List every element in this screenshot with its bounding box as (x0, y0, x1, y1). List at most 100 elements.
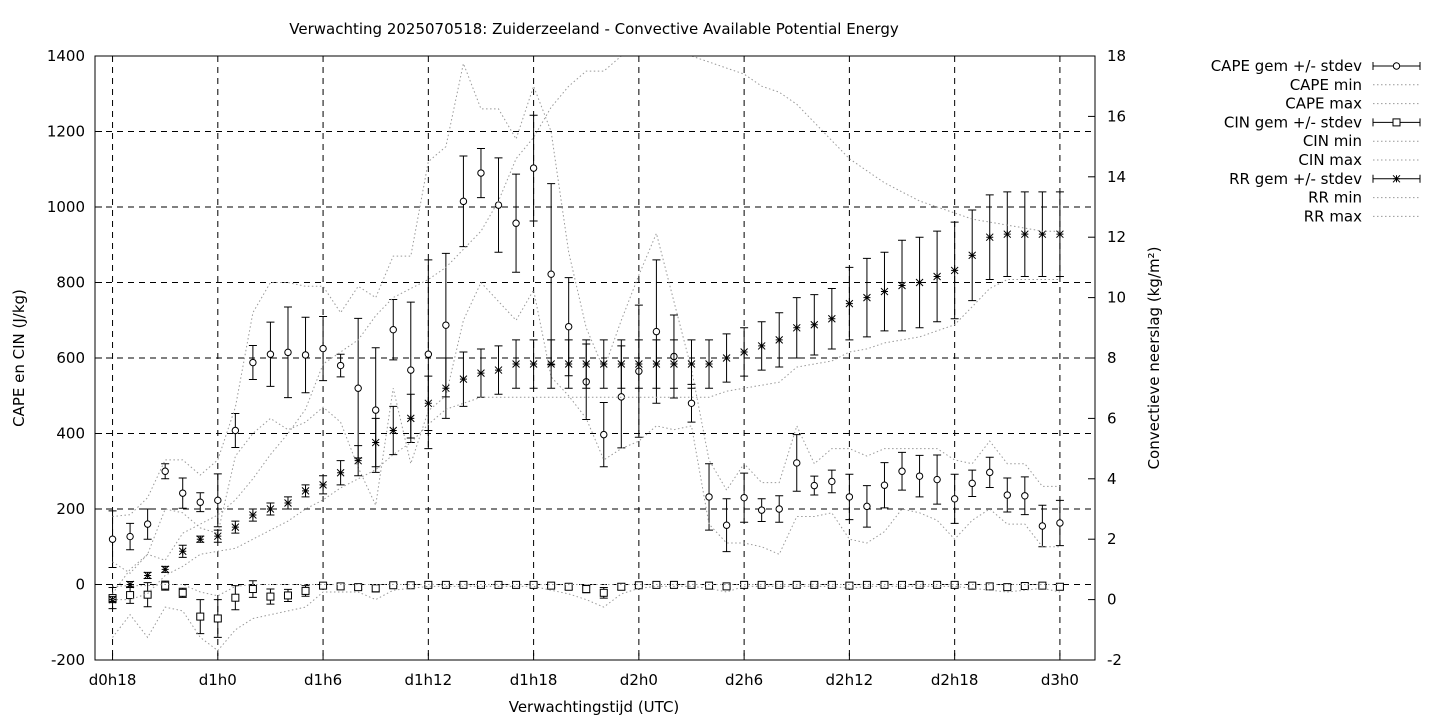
series-8 (112, 55, 1060, 594)
circle-marker (1056, 519, 1064, 527)
circle-marker (108, 535, 117, 543)
star-marker (371, 438, 380, 447)
star-marker (792, 323, 801, 332)
star-marker (477, 369, 485, 377)
chart-title: Verwachting 2025070518: Zuiderzeeland - … (289, 20, 899, 38)
circle-marker (828, 477, 836, 486)
star-marker (705, 360, 713, 368)
square-marker (126, 591, 135, 600)
star-marker (406, 414, 415, 423)
y-tick-label: 0 (75, 576, 85, 594)
star-marker (512, 360, 520, 368)
circle-marker (389, 325, 397, 334)
square-marker (389, 581, 398, 590)
y2-tick-label: 0 (1107, 591, 1117, 609)
circle-marker (266, 350, 275, 358)
square-marker (547, 581, 556, 590)
y2-tick-label: 2 (1107, 530, 1117, 548)
star-marker (1056, 230, 1064, 239)
x-tick-label: d2h6 (725, 671, 763, 689)
star-marker (161, 565, 170, 574)
y-tick-label: 1000 (47, 198, 85, 216)
square-marker (231, 593, 240, 602)
star-marker (319, 480, 327, 489)
square-marker (845, 581, 854, 590)
star-marker (231, 523, 240, 531)
square-marker (248, 585, 257, 594)
star-marker (196, 535, 205, 544)
star-marker (635, 360, 643, 368)
legend-label: CAPE min (1290, 76, 1362, 94)
circle-marker (600, 430, 608, 439)
y-tick-label: 1400 (47, 47, 85, 65)
star-marker (670, 360, 678, 368)
legend-label: RR min (1308, 189, 1362, 207)
circle-marker (214, 496, 222, 505)
y-tick-label: 200 (56, 500, 85, 518)
x-tick-label: d2h0 (620, 671, 658, 689)
star-marker (213, 532, 222, 541)
circle-marker (249, 358, 257, 367)
star-marker (424, 399, 433, 408)
circle-marker (354, 384, 362, 392)
star-marker (529, 360, 538, 368)
circle-marker (880, 481, 889, 489)
star-marker (722, 354, 731, 362)
x-tick-label: d1h18 (510, 671, 558, 689)
star-marker (740, 348, 748, 356)
square-marker (1003, 583, 1012, 592)
circle-marker (793, 459, 801, 467)
square-marker (213, 614, 222, 623)
y2-tick-label: 6 (1107, 409, 1117, 427)
star-marker (687, 360, 696, 368)
star-marker (389, 426, 398, 435)
circle-marker (705, 493, 713, 501)
square-marker (617, 582, 626, 591)
circle-marker (442, 321, 450, 329)
x-tick-label: d3h0 (1041, 671, 1079, 689)
circle-marker (143, 520, 152, 528)
x-axis-label: Verwachtingstijd (UTC) (509, 698, 680, 716)
star-marker (249, 511, 257, 519)
square-marker (722, 582, 731, 591)
y2-tick-label: 18 (1107, 47, 1126, 65)
circle-marker (161, 467, 169, 475)
circle-marker (1021, 492, 1029, 500)
star-marker (757, 342, 766, 350)
star-marker (301, 487, 310, 495)
y-tick-label: 1200 (47, 123, 85, 141)
circle-marker (915, 472, 924, 480)
square-marker (705, 581, 714, 590)
star-marker (442, 384, 450, 393)
circle-marker (564, 322, 573, 331)
circle-marker (652, 327, 661, 336)
series-4 (112, 585, 1061, 652)
star-marker (1038, 230, 1047, 239)
star-marker (564, 360, 573, 368)
series-line (112, 55, 1060, 594)
circle-marker (740, 493, 748, 502)
star-marker (985, 233, 994, 242)
square-marker (529, 580, 538, 589)
star-marker (845, 299, 854, 308)
circle-marker (1392, 62, 1401, 70)
legend-label: CIN gem +/- stdev (1224, 113, 1362, 131)
y2-axis-label: Convectieve neerslag (kg/m²) (1145, 247, 1163, 470)
circle-marker (529, 164, 538, 172)
circle-marker (407, 366, 415, 374)
axes: d0h18 d1h0 d1h6 d1h12 d1h18 d2h0 d2h6 d2h12 d2h1… (47, 47, 1126, 689)
circle-marker (968, 479, 976, 488)
star-marker (898, 281, 906, 290)
y2-tick-label: -2 (1107, 651, 1122, 669)
star-marker (143, 571, 152, 580)
circle-marker (950, 495, 959, 503)
star-marker (1392, 174, 1401, 183)
y-axis-label: CAPE en CIN (J/kg) (10, 289, 28, 427)
star-marker (933, 272, 941, 281)
circle-marker (319, 344, 327, 353)
square-marker (319, 581, 328, 590)
y2-tick-label: 8 (1107, 349, 1117, 367)
square-marker (266, 592, 275, 601)
star-marker (459, 375, 468, 383)
